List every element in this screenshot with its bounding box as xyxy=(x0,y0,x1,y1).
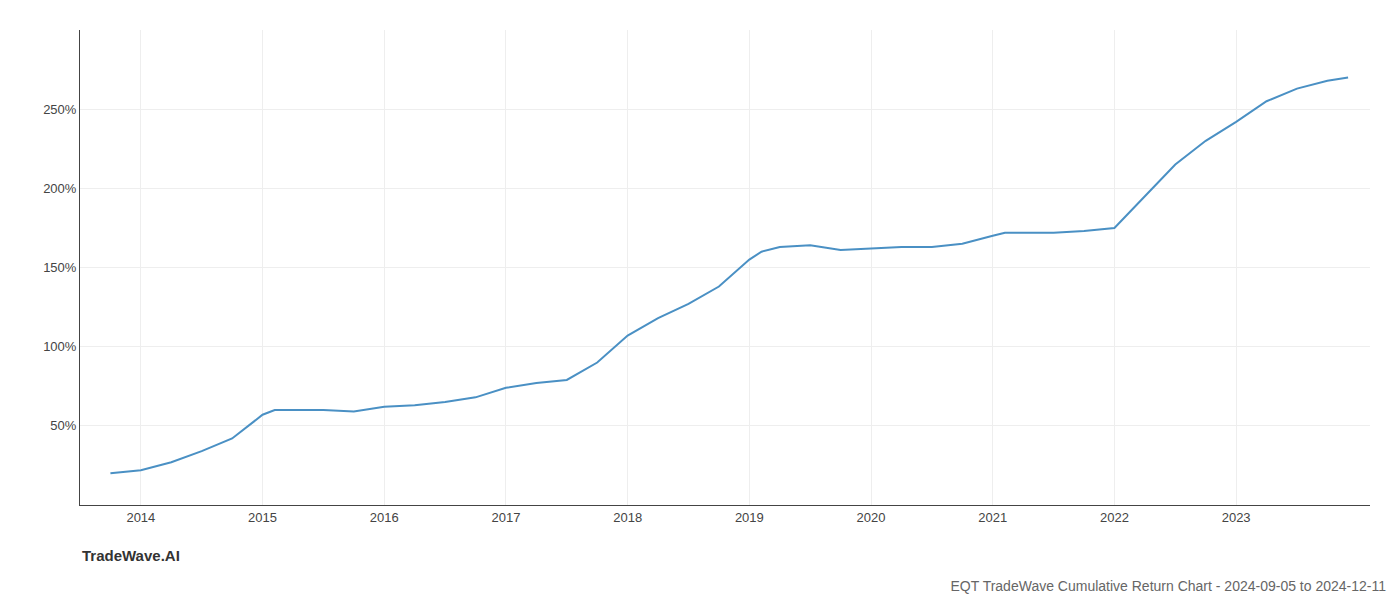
svg-text:150%: 150% xyxy=(43,260,77,275)
svg-text:2019: 2019 xyxy=(735,510,764,525)
svg-text:2017: 2017 xyxy=(491,510,520,525)
svg-text:2016: 2016 xyxy=(370,510,399,525)
svg-text:2014: 2014 xyxy=(126,510,155,525)
svg-text:2015: 2015 xyxy=(248,510,277,525)
svg-text:50%: 50% xyxy=(50,418,76,433)
svg-text:2021: 2021 xyxy=(978,510,1007,525)
svg-text:EQT TradeWave Cumulative Retur: EQT TradeWave Cumulative Return Chart - … xyxy=(950,578,1386,594)
svg-text:2020: 2020 xyxy=(857,510,886,525)
svg-text:TradeWave.AI: TradeWave.AI xyxy=(82,547,180,564)
svg-text:2018: 2018 xyxy=(613,510,642,525)
svg-text:200%: 200% xyxy=(43,181,77,196)
svg-text:2023: 2023 xyxy=(1222,510,1251,525)
svg-text:250%: 250% xyxy=(43,102,77,117)
svg-text:100%: 100% xyxy=(43,339,77,354)
svg-text:2022: 2022 xyxy=(1100,510,1129,525)
